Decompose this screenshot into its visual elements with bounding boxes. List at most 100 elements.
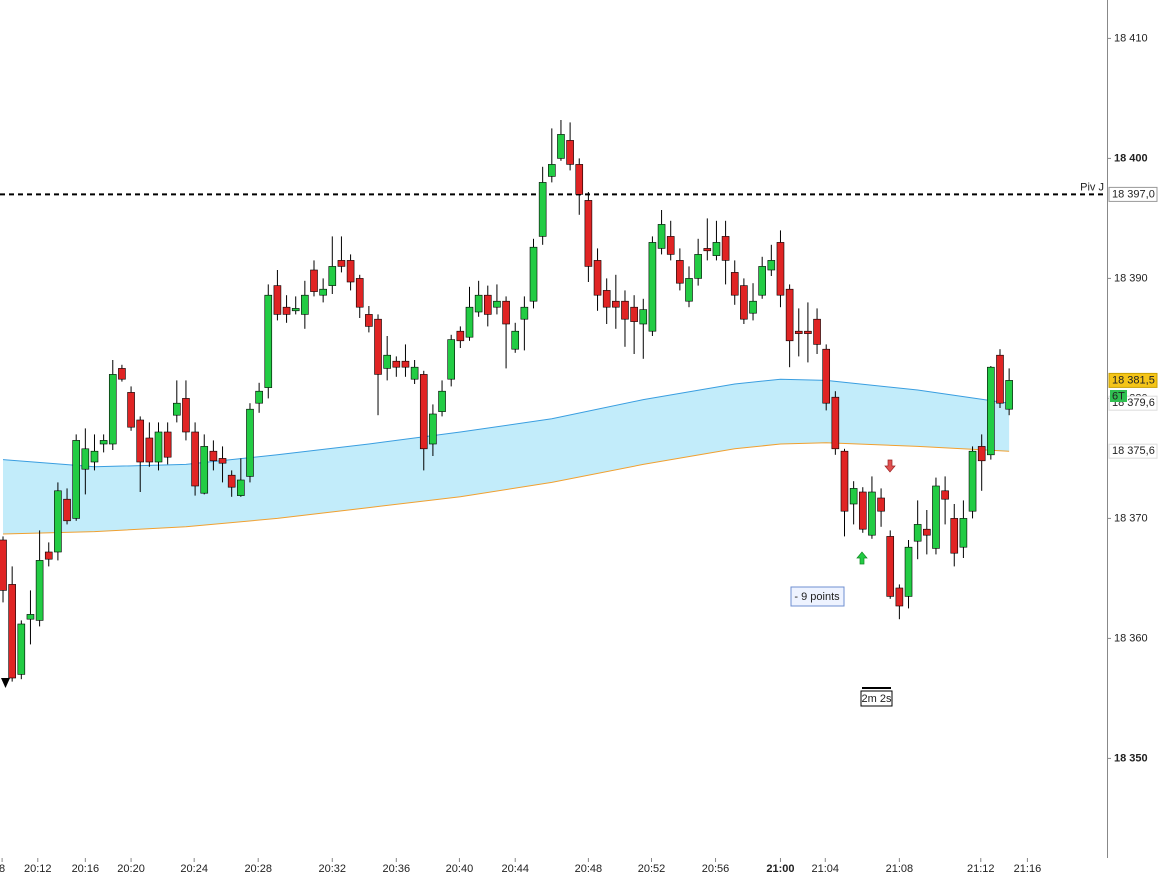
candle xyxy=(127,386,135,431)
sell-arrow xyxy=(884,459,896,473)
candle xyxy=(557,120,565,161)
band-fill xyxy=(3,379,1010,534)
candle-body xyxy=(319,288,327,296)
price-label: 18 375,6 xyxy=(1112,445,1155,457)
candle-body xyxy=(666,236,675,255)
candle-body xyxy=(959,518,968,548)
candle-body xyxy=(0,539,7,591)
candle-body xyxy=(246,408,254,477)
candle-body xyxy=(438,390,446,412)
x-tick-label: 8 xyxy=(0,863,5,873)
candle xyxy=(419,370,428,471)
candle-body xyxy=(163,431,172,458)
price-label: 18 381,5 xyxy=(1112,374,1155,386)
plot-area: Piv J xyxy=(0,120,1107,682)
candle xyxy=(291,296,300,315)
candle-body xyxy=(950,518,959,554)
candle xyxy=(977,434,986,491)
candle xyxy=(44,542,53,567)
candle-body xyxy=(694,254,702,279)
timer-box xyxy=(860,690,893,707)
candle-body xyxy=(639,309,648,325)
candle-body xyxy=(502,300,510,325)
candle xyxy=(959,500,968,558)
candle xyxy=(648,236,657,336)
candle xyxy=(355,274,364,318)
candle xyxy=(483,285,492,327)
candle-body xyxy=(621,300,629,320)
candle-body xyxy=(676,260,684,284)
candle-body xyxy=(108,374,117,445)
candle-body xyxy=(301,294,309,315)
candle-body xyxy=(529,246,538,302)
candle-body xyxy=(447,339,455,380)
candle xyxy=(520,296,529,351)
candle xyxy=(365,306,373,333)
candle-body xyxy=(767,260,776,271)
y-tick-label: 18 390 xyxy=(1114,272,1148,284)
candle xyxy=(886,530,895,599)
x-tick-label: 21:00 xyxy=(766,863,794,873)
candle xyxy=(438,380,446,417)
x-tick-label: 20:36 xyxy=(383,863,411,873)
candle xyxy=(218,446,227,483)
y-tick-label: 18 400 xyxy=(1114,152,1148,164)
candle-body xyxy=(346,260,355,283)
candle-body xyxy=(465,306,474,338)
candle-body xyxy=(90,450,99,463)
candle-body xyxy=(54,490,62,553)
candle-body xyxy=(81,448,90,470)
candle xyxy=(108,360,117,450)
candle-body xyxy=(557,134,565,159)
candle xyxy=(310,260,318,297)
candle xyxy=(666,220,675,261)
candle-body xyxy=(923,528,931,536)
candle-body xyxy=(374,318,382,375)
candle-body xyxy=(26,614,35,620)
candle-body xyxy=(858,491,867,530)
candle-body xyxy=(63,498,71,522)
candle xyxy=(99,434,108,453)
candle xyxy=(163,422,172,465)
x-tick-label: 20:52 xyxy=(638,863,666,873)
candle-body xyxy=(840,450,849,512)
x-tick-label: 20:40 xyxy=(446,863,474,873)
candle xyxy=(730,260,739,305)
candle-body xyxy=(35,560,44,621)
candle-body xyxy=(209,450,218,462)
candle-body xyxy=(456,330,465,342)
candle-body xyxy=(328,266,337,286)
candle-body xyxy=(8,584,16,679)
x-tick-label: 20:48 xyxy=(575,863,603,873)
candle xyxy=(401,344,410,377)
candle xyxy=(932,477,940,555)
price-label-box xyxy=(1108,443,1158,459)
candle xyxy=(813,308,821,354)
candle-body xyxy=(813,318,821,345)
candle-body xyxy=(712,242,721,256)
candle-body xyxy=(282,306,291,315)
candle xyxy=(264,284,273,399)
candle xyxy=(0,536,7,603)
tick-counter-box xyxy=(1110,390,1127,402)
y-tick-label: 18 360 xyxy=(1114,632,1148,644)
candle xyxy=(447,334,455,387)
x-tick-label: 21:12 xyxy=(967,863,995,873)
candle xyxy=(493,284,501,315)
candle-body xyxy=(127,392,135,428)
x-tick-label: 20:12 xyxy=(24,863,52,873)
candle xyxy=(8,566,16,682)
candle xyxy=(548,128,556,183)
candle-body xyxy=(474,294,483,313)
candle xyxy=(173,380,181,423)
timer-label: 2m 2s xyxy=(862,693,892,705)
candle-body xyxy=(822,348,831,404)
candle-body xyxy=(291,308,300,312)
candle-body xyxy=(721,236,730,261)
candle-body xyxy=(932,485,940,549)
candle-body xyxy=(895,587,904,607)
candle-body xyxy=(648,242,657,332)
candle-body xyxy=(392,360,401,368)
candle xyxy=(941,476,949,525)
